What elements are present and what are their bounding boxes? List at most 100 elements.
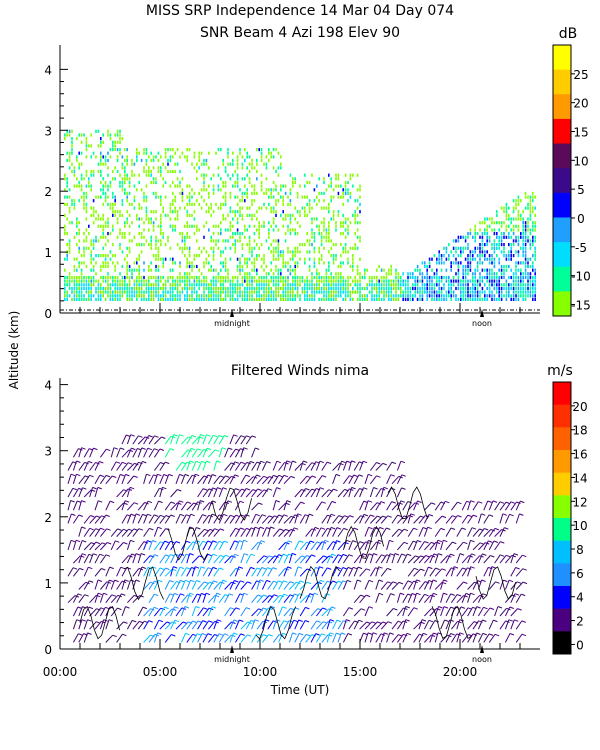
snr-cell bbox=[239, 264, 241, 269]
wind-barb bbox=[407, 540, 414, 551]
snr-cell bbox=[92, 294, 95, 298]
wind-barb bbox=[380, 527, 387, 537]
snr-cell bbox=[323, 246, 325, 250]
snr-cell bbox=[493, 257, 496, 261]
snr-cell bbox=[198, 151, 200, 155]
snr-cell bbox=[332, 286, 335, 291]
snr-cell bbox=[505, 290, 508, 294]
wind-barb bbox=[369, 462, 377, 471]
snr-cell bbox=[212, 191, 215, 195]
snr-cell bbox=[270, 206, 272, 210]
wind-barb bbox=[240, 607, 247, 617]
snr-cell bbox=[145, 239, 148, 243]
wind-barb bbox=[175, 593, 181, 603]
wind-barb-flag bbox=[392, 581, 398, 584]
snr-cell bbox=[277, 286, 280, 291]
snr-cell bbox=[215, 202, 217, 206]
snr-cell bbox=[359, 239, 361, 243]
snr-cell bbox=[316, 268, 318, 272]
snr-cell bbox=[76, 221, 78, 225]
snr-cell bbox=[162, 162, 164, 166]
snr-cell bbox=[332, 195, 335, 199]
wind-barb-flag bbox=[306, 541, 311, 545]
wind-barb bbox=[472, 501, 479, 511]
snr-cell bbox=[234, 243, 236, 247]
snr-cell bbox=[232, 162, 234, 166]
snr-cell bbox=[524, 290, 527, 294]
snr-cell bbox=[479, 250, 481, 254]
wind-barb-flag bbox=[176, 580, 181, 584]
snr-cell bbox=[109, 283, 112, 287]
wind-barb-flag bbox=[195, 473, 200, 477]
snr-cell bbox=[313, 286, 316, 291]
wind-barb bbox=[110, 579, 116, 590]
snr-cell bbox=[508, 235, 510, 239]
wind-barb-flag bbox=[406, 632, 412, 636]
snr-plot-area bbox=[64, 129, 536, 301]
wind-barb-flag bbox=[177, 489, 182, 492]
snr-cell bbox=[344, 235, 347, 239]
snr-cell bbox=[162, 235, 164, 239]
snr-cell bbox=[524, 232, 527, 236]
wind-barb bbox=[440, 501, 446, 511]
snr-cell bbox=[150, 180, 152, 185]
snr-colorbar-swatch bbox=[553, 192, 571, 218]
snr-cell bbox=[85, 275, 88, 280]
wind-barb bbox=[116, 528, 124, 537]
wind-barb-flag bbox=[400, 460, 406, 464]
snr-cell bbox=[347, 224, 349, 228]
snr-cell bbox=[227, 294, 229, 298]
snr-marker-arrow bbox=[230, 309, 234, 317]
snr-cell bbox=[342, 191, 344, 195]
wind-barb bbox=[78, 526, 83, 537]
wind-barb-flag bbox=[147, 500, 153, 504]
snr-cell bbox=[438, 261, 440, 265]
wind-barb-flag bbox=[172, 568, 177, 572]
snr-cell bbox=[241, 217, 244, 221]
snr-cell bbox=[232, 151, 234, 155]
snr-cell bbox=[256, 286, 258, 291]
wind-barb bbox=[294, 633, 300, 643]
wind-barb-flag bbox=[470, 539, 475, 543]
wind-barb bbox=[467, 607, 474, 617]
snr-cell bbox=[140, 279, 143, 283]
snr-cell bbox=[193, 202, 196, 206]
snr-cell bbox=[479, 275, 481, 280]
wind-barb bbox=[321, 461, 328, 471]
snr-cell bbox=[227, 148, 229, 152]
snr-cell bbox=[352, 254, 354, 258]
snr-cell bbox=[457, 268, 460, 272]
wind-barb bbox=[159, 461, 166, 471]
wind-barb bbox=[407, 527, 414, 537]
snr-cell bbox=[371, 297, 373, 301]
snr-cell bbox=[143, 294, 145, 298]
snr-cell bbox=[174, 195, 176, 199]
wind-barb bbox=[310, 633, 317, 643]
wind-barb bbox=[424, 594, 432, 604]
snr-cell bbox=[520, 268, 522, 272]
snr-cell bbox=[143, 268, 145, 272]
snr-cell bbox=[402, 272, 404, 276]
snr-cell bbox=[352, 297, 354, 301]
snr-cell bbox=[344, 283, 347, 287]
snr-cell bbox=[522, 272, 524, 276]
snr-cell bbox=[181, 246, 184, 250]
snr-cell bbox=[313, 294, 316, 298]
wind-barb bbox=[424, 502, 432, 511]
wind-barb bbox=[369, 487, 374, 498]
snr-cell bbox=[104, 195, 107, 199]
wind-barb-flag bbox=[489, 607, 495, 610]
snr-cell bbox=[524, 224, 527, 228]
wind-barb bbox=[234, 566, 240, 577]
snr-cell bbox=[112, 254, 114, 258]
snr-cell bbox=[352, 246, 354, 250]
snr-cell bbox=[517, 210, 520, 214]
snr-cell bbox=[150, 239, 152, 243]
snr-cell bbox=[277, 254, 280, 258]
snr-cell bbox=[95, 129, 97, 133]
snr-cell bbox=[239, 199, 241, 203]
wind-barb bbox=[386, 608, 394, 617]
wind-barb-flag bbox=[225, 475, 230, 478]
snr-cell bbox=[500, 283, 503, 287]
wind-barb-flag bbox=[186, 501, 192, 504]
